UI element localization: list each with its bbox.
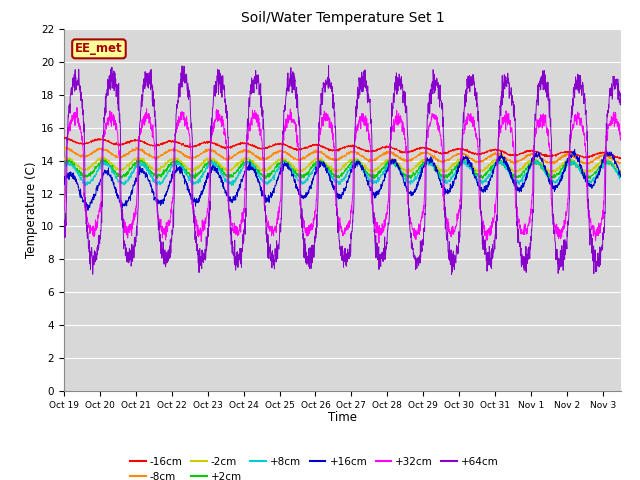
Legend: -16cm, -8cm, -2cm, +2cm, +8cm, +16cm, +32cm, +64cm: -16cm, -8cm, -2cm, +2cm, +8cm, +16cm, +3… xyxy=(126,453,503,480)
Text: EE_met: EE_met xyxy=(75,42,123,55)
Title: Soil/Water Temperature Set 1: Soil/Water Temperature Set 1 xyxy=(241,11,444,25)
X-axis label: Time: Time xyxy=(328,411,357,424)
Y-axis label: Temperature (C): Temperature (C) xyxy=(25,162,38,258)
